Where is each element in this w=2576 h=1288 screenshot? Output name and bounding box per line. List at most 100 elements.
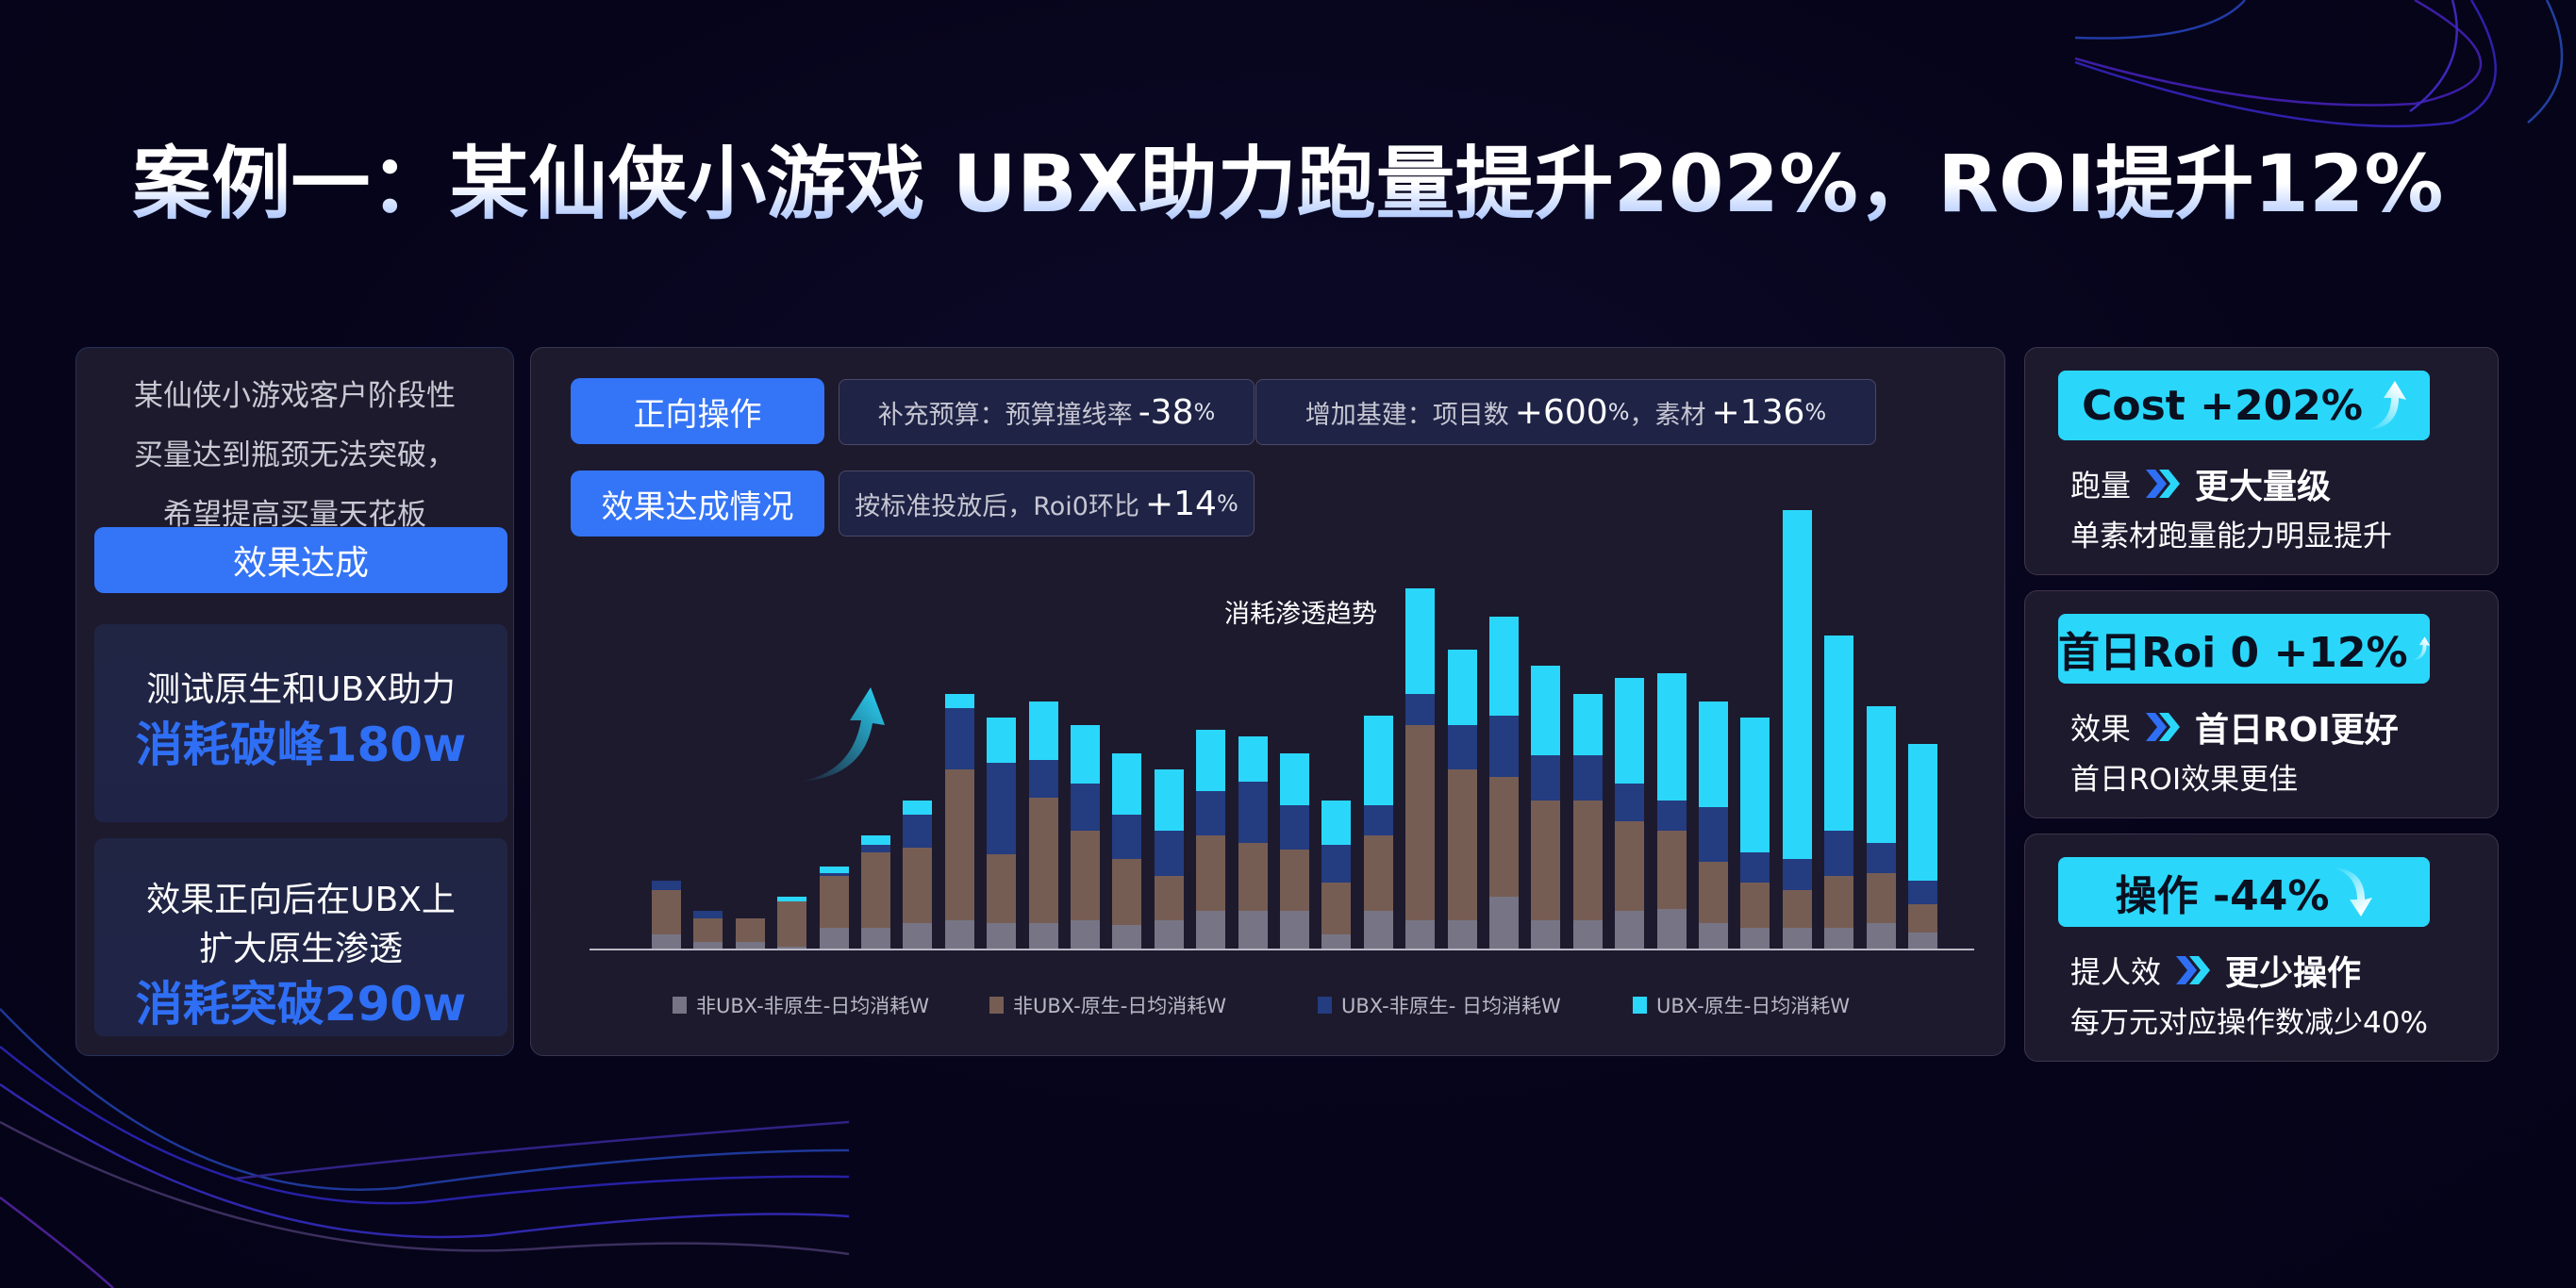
kpi-result: 首日ROI更好 [2195, 711, 2399, 750]
legend-swatch [1633, 997, 1647, 1014]
bar-segment [1405, 694, 1436, 725]
bar-segment [819, 927, 849, 949]
bar-segment [1363, 835, 1393, 911]
bar-segment [1071, 784, 1100, 831]
bar-segment [987, 718, 1017, 763]
kpi-key: 效果 [2070, 711, 2132, 747]
bar-segment [1112, 752, 1142, 815]
legend-swatch [673, 997, 687, 1014]
chart-bar [1782, 510, 1812, 949]
chart-bar [1280, 752, 1309, 949]
bar-segment [1866, 922, 1896, 949]
intro-line: 买量达到瓶颈无法突破， [134, 438, 456, 472]
bar-segment [1028, 701, 1058, 760]
chart-bar [1572, 694, 1603, 949]
kpi-card-roi: 首日Roi 0 +12% 效果 首日ROI更好 首日ROI效果更佳 [2024, 590, 2499, 818]
bar-segment [1028, 922, 1058, 949]
chart-bar [1489, 616, 1519, 949]
bar-segment [1447, 649, 1477, 725]
bar-segment [1447, 724, 1477, 769]
result-achieved-button[interactable]: 效果达成 [94, 527, 507, 593]
bar-segment [1782, 859, 1812, 890]
kpi-row: 效果 首日ROI更好 [2070, 702, 2399, 751]
legend-item: 非UBX-非原生-日均消耗W [673, 991, 929, 1019]
stat-label: 测试原生和UBX助力 [146, 670, 456, 709]
chart-bar [987, 718, 1017, 949]
stat-card-breakthrough: 效果正向后在UBX上 扩大原生渗透 消耗突破290w [94, 838, 507, 1036]
bar-segment [1489, 715, 1519, 777]
chart-bar [1699, 701, 1728, 949]
bar-segment [1615, 677, 1645, 784]
kpi-key: 跑量 [2070, 468, 2132, 504]
bar-segment [1321, 845, 1352, 883]
chart-bar [819, 866, 849, 949]
bar-segment [1363, 804, 1393, 835]
bar-segment [1740, 927, 1770, 949]
bar-segment [861, 845, 890, 852]
intro-line: 希望提高买量天花板 [163, 498, 426, 532]
bar-segment [861, 851, 890, 928]
metric-budget: 补充预算：预算撞线率 -38 % [839, 379, 1255, 445]
metric-middle: ，素材 [1629, 400, 1706, 430]
bar-segment [1572, 694, 1603, 755]
chart-bar [1196, 729, 1226, 949]
bar-segment [1824, 927, 1854, 949]
bar-segment [1196, 835, 1226, 911]
bar-segment [903, 922, 933, 949]
bar-segment [693, 941, 723, 949]
bar-segment [1699, 861, 1728, 923]
bar-segment [1280, 850, 1309, 911]
bar-segment [1908, 743, 1937, 881]
bar-segment [1196, 790, 1226, 835]
bar-segment [1238, 781, 1268, 843]
bar-segment [1866, 842, 1896, 873]
kpi-card-cost: Cost +202% 跑量 更大量级 单素材跑量能力明显提升 [2024, 347, 2499, 575]
bar-segment [693, 917, 723, 942]
chart-bar [1112, 752, 1142, 949]
bar-segment [1572, 920, 1603, 949]
bar-segment [1656, 800, 1687, 831]
bar-segment [1531, 666, 1561, 755]
bar-segment [1615, 784, 1645, 821]
chart-bar [693, 911, 723, 949]
legend-label: 非UBX-原生-日均消耗W [1013, 995, 1227, 1017]
bar-segment [652, 889, 681, 934]
client-background: 某仙侠小游戏客户阶段性 买量达到瓶颈无法突破， 希望提高买量天花板 [76, 367, 513, 545]
chart-bar [1071, 724, 1100, 949]
tag-positive-operations[interactable]: 正向操作 [571, 378, 824, 444]
metric-infrastructure: 增加基建：项目数 +600 % ，素材 +136 % [1255, 379, 1876, 445]
bar-segment [693, 911, 723, 918]
bar-segment [987, 854, 1017, 923]
stat-highlight: 消耗破峰180w [135, 718, 467, 772]
bar-segment [1280, 804, 1309, 850]
bar-segment [903, 800, 933, 815]
bar-segment [1405, 587, 1436, 694]
tag-result-status[interactable]: 效果达成情况 [571, 471, 824, 537]
bar-segment [861, 835, 890, 845]
chart-bar [735, 917, 765, 949]
bar-segment [1280, 752, 1309, 805]
chart-bar [1824, 635, 1854, 949]
bar-segment [1531, 800, 1561, 920]
bar-segment [1154, 875, 1184, 920]
bar-segment [1489, 897, 1519, 949]
kpi-description: 单素材跑量能力明显提升 [2070, 520, 2392, 553]
bar-segment [819, 866, 849, 873]
kpi-row: 提人效 更少操作 [2070, 946, 2361, 995]
kpi-key: 提人效 [2070, 954, 2162, 990]
chart-bar [1154, 769, 1184, 949]
bar-segment [1071, 920, 1100, 949]
bar-segment [1908, 932, 1937, 949]
bar-segment [1071, 831, 1100, 920]
bar-segment [1405, 920, 1436, 949]
bar-segment [1363, 911, 1393, 949]
kpi-result: 更大量级 [2195, 468, 2332, 506]
bar-segment [1656, 831, 1687, 909]
bar-segment [987, 922, 1017, 949]
bar-segment [1572, 800, 1603, 920]
chart-bar [1363, 715, 1393, 949]
metric-prefix: 按标准投放后，Roi0环比 [855, 491, 1139, 521]
bar-segment [1908, 903, 1937, 933]
bar-segment [1321, 800, 1352, 845]
bar-segment [1699, 807, 1728, 862]
